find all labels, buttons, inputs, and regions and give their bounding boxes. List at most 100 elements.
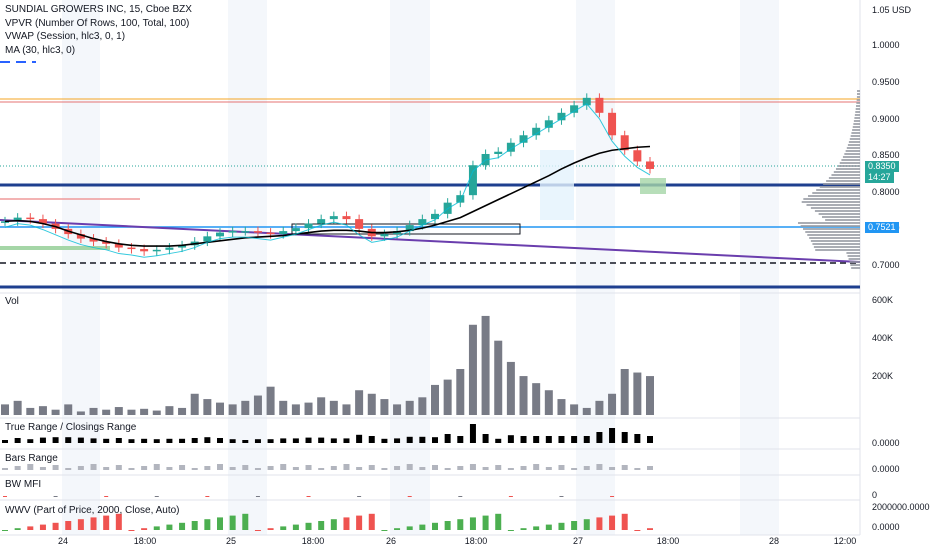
candle-body xyxy=(89,238,98,242)
candle-body xyxy=(506,142,515,152)
bw-mfi-bar xyxy=(205,496,210,497)
true-range-bar xyxy=(65,437,72,443)
volume-bar xyxy=(1,404,9,415)
true-range-bar xyxy=(406,436,413,443)
session-band xyxy=(62,0,100,535)
pane-label-bars-range: Bars Range xyxy=(5,453,58,464)
wwv-bar xyxy=(27,526,34,530)
bars-range-bar xyxy=(166,467,173,470)
bars-range-bar xyxy=(571,468,578,470)
volume-profile-bar xyxy=(806,204,860,206)
volume-profile-bar xyxy=(853,123,860,125)
true-range-bar xyxy=(558,436,565,443)
bars-range-bar xyxy=(482,467,489,470)
wwv-bar xyxy=(103,515,110,530)
candle-body xyxy=(114,243,123,248)
true-range-bar xyxy=(482,434,489,443)
candle-body xyxy=(456,195,465,203)
time-tick-label: 18:00 xyxy=(134,536,157,546)
volume-bar xyxy=(431,384,439,415)
volume-profile-bar xyxy=(835,168,860,170)
volume-bar xyxy=(443,379,452,415)
volume-profile-bar xyxy=(809,237,860,239)
candle-body xyxy=(1,221,9,223)
true-range-bar xyxy=(242,440,249,443)
true-range-bar xyxy=(356,434,363,443)
legend-ma[interactable]: MA (30, hlc3, 0) xyxy=(5,44,76,56)
volume-profile-bar xyxy=(847,144,860,146)
bw-mfi-bar xyxy=(357,496,362,497)
candle-body xyxy=(38,219,47,224)
candle-body xyxy=(620,135,629,151)
bars-range-bar xyxy=(14,466,21,470)
candle-body xyxy=(216,232,224,237)
time-tick-label: 18:00 xyxy=(657,536,680,546)
bars-range-bar xyxy=(2,468,8,470)
time-tick-label: 12:00 xyxy=(834,536,857,546)
wwv-bar xyxy=(77,519,84,530)
bars-range-bar xyxy=(191,468,198,470)
volume-profile-bar xyxy=(814,210,860,212)
true-range-bar xyxy=(27,439,34,443)
time-tick-label: 18:00 xyxy=(302,536,325,546)
true-range-bar xyxy=(520,436,527,443)
bars-range-bar xyxy=(419,467,426,470)
wwv-bar xyxy=(90,517,97,530)
volume-profile-bar xyxy=(803,228,860,230)
bars-range-bar xyxy=(406,464,413,470)
volume-profile-bar xyxy=(857,93,860,95)
true-range-bar xyxy=(153,439,160,443)
candle-body xyxy=(557,112,566,121)
bars-range-bar xyxy=(520,466,527,470)
indicator-tick-label: 2000000.0000 xyxy=(872,502,930,512)
time-tick-label: 26 xyxy=(386,536,396,546)
volume-bar xyxy=(519,376,528,415)
volume-bar xyxy=(317,397,326,415)
price-tick-label: 0.7000 xyxy=(872,260,900,270)
bars-range-bar xyxy=(217,464,223,470)
volume-profile-bar xyxy=(849,261,860,263)
bars-range-bar xyxy=(39,467,46,470)
volume-bar xyxy=(266,386,275,415)
volume-profile-bar xyxy=(842,156,860,158)
true-range-bar xyxy=(229,439,236,443)
true-range-bar xyxy=(141,438,148,443)
volume-profile-bar xyxy=(815,249,860,251)
true-range-bar xyxy=(469,424,476,443)
bars-range-bar xyxy=(647,466,653,470)
candle-body xyxy=(241,231,250,233)
true-range-bar xyxy=(621,432,628,443)
candle-body xyxy=(13,217,22,222)
wwv-bar xyxy=(368,513,375,530)
last-price-tag: 0.8350 xyxy=(865,161,899,172)
volume-profile-bar xyxy=(853,120,860,122)
wwv-bar xyxy=(242,513,249,530)
legend-vpvr[interactable]: VPVR (Number Of Rows, 100, Total, 100) xyxy=(5,17,190,29)
wwv-bar xyxy=(292,524,299,530)
ma-line xyxy=(4,145,651,247)
candle-body xyxy=(266,232,275,235)
volume-bar xyxy=(178,407,187,415)
true-range-bar xyxy=(571,436,578,443)
true-range-bar xyxy=(545,436,552,443)
volume-bar xyxy=(76,411,85,415)
true-range-bar xyxy=(128,439,135,443)
bars-range-bar xyxy=(267,466,274,470)
wwv-bar xyxy=(141,528,148,530)
wwv-bar xyxy=(267,528,274,530)
volume-profile-bar xyxy=(848,141,860,143)
bw-mfi-bar xyxy=(610,496,615,497)
wwv-bar xyxy=(647,528,653,530)
volume-profile-bar xyxy=(805,231,860,233)
wwv-bar xyxy=(65,521,72,530)
legend-vwap[interactable]: VWAP (Session, hlc3, 0, 1) xyxy=(5,31,126,42)
volume-bar xyxy=(228,404,237,415)
true-range-bar xyxy=(2,440,8,443)
bars-range-bar xyxy=(394,466,401,470)
volume-profile-bar xyxy=(818,213,860,215)
candle-body xyxy=(595,97,604,113)
wwv-bar xyxy=(394,528,401,530)
wwv-bar xyxy=(254,530,261,531)
candle-body xyxy=(76,234,85,239)
volume-profile-bar xyxy=(852,126,860,128)
